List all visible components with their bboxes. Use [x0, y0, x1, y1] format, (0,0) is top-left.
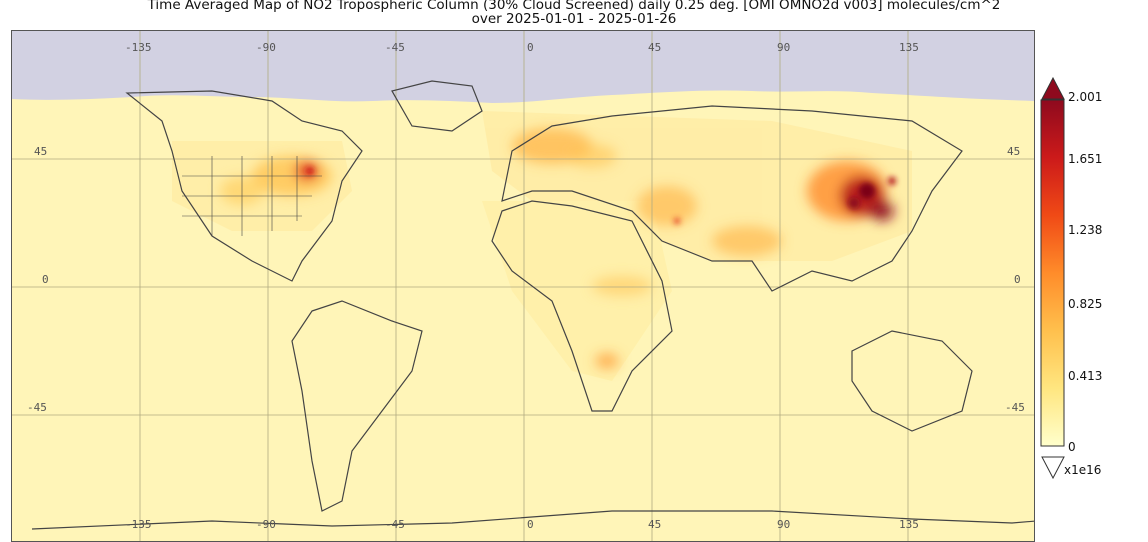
lon-label: -45 [385, 518, 405, 531]
lat-label: 0 [1014, 273, 1021, 286]
colorbar-min-arrow [1041, 456, 1065, 480]
colorbar-label: 1.238 [1068, 223, 1103, 237]
lon-label: -135 [125, 41, 152, 54]
map-title-line-1: Time Averaged Map of NO2 Tropospheric Co… [147, 0, 1001, 13]
lat-label: -45 [27, 401, 47, 414]
lat-label: 0 [42, 273, 49, 286]
colorbar-gradient [1040, 99, 1065, 447]
lat-label: -45 [1005, 401, 1025, 414]
lon-label: 135 [899, 518, 919, 531]
colorbar-label: 0.825 [1068, 297, 1103, 311]
no-data-region [12, 31, 1034, 103]
lon-label: 135 [899, 41, 919, 54]
no2-map-canvas [12, 31, 1034, 541]
colorbar-scale: x1e16 [1064, 463, 1102, 477]
lat-label: 45 [1007, 145, 1021, 158]
colorbar-label: 0.413 [1068, 369, 1103, 383]
lon-label: 90 [777, 41, 791, 54]
colorbar [1040, 76, 1065, 480]
lon-label: -45 [385, 41, 405, 54]
world-map [11, 30, 1035, 542]
graticule [12, 31, 1034, 541]
colorbar-label: 2.001 [1068, 90, 1103, 104]
lat-label: 45 [34, 145, 48, 158]
lon-label: 45 [648, 41, 662, 54]
no2-peaks [306, 167, 896, 224]
lon-label: -90 [256, 41, 276, 54]
lon-label: -90 [256, 518, 276, 531]
coastlines [31, 80, 1034, 530]
state-borders [182, 156, 322, 236]
lon-label: 90 [777, 518, 791, 531]
map-title-line-2: over 2025-01-01 - 2025-01-26 [471, 11, 677, 27]
lon-label: 0 [527, 41, 534, 54]
lon-label: 0 [527, 518, 534, 531]
lon-label: 45 [648, 518, 662, 531]
lon-label: -135 [125, 518, 152, 531]
colorbar-label: 0 [1068, 440, 1076, 454]
colorbar-max-arrow [1041, 76, 1065, 100]
colorbar-label: 1.651 [1068, 152, 1103, 166]
